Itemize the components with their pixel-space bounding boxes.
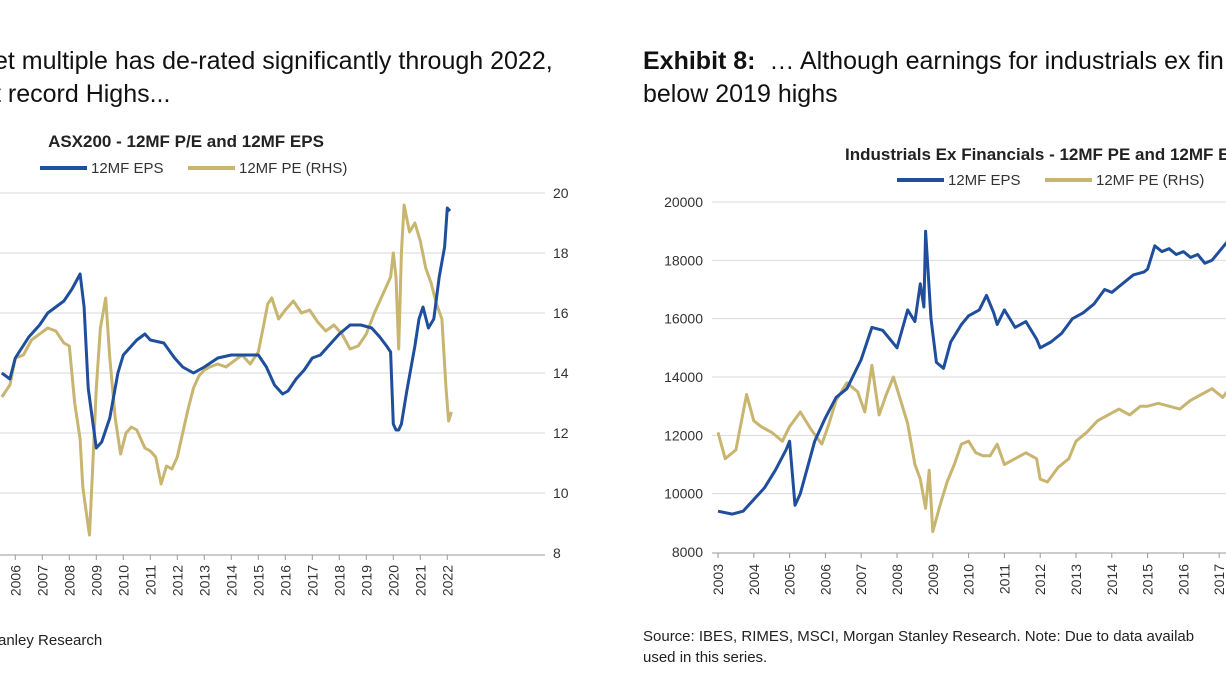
left-source-note: anley Research — [0, 632, 103, 649]
right-y-tick-label: 14000 — [664, 369, 703, 385]
left-x-tick-label: 2008 — [61, 565, 77, 596]
right-y-tick-label: 20000 — [664, 194, 703, 210]
left-x-tick-label: 2016 — [277, 565, 293, 596]
left-x-tick-label: 2011 — [142, 565, 158, 595]
right-x-tick-label: 2010 — [961, 564, 977, 595]
left-x-tick-label: 2021 — [412, 565, 428, 596]
right-x-tick-label: 2012 — [1032, 564, 1048, 595]
left-x-tick-label: 2007 — [34, 565, 50, 596]
exhibit-label: Exhibit 8: — [643, 47, 756, 75]
left-x-tick-label: 2006 — [7, 565, 23, 596]
right-pe-series-line — [716, 363, 1226, 534]
left-legend-eps-label: 12MF EPS — [91, 160, 164, 177]
right-x-tick-label: 2004 — [746, 564, 762, 595]
left-x-tick-label: 2018 — [331, 565, 347, 596]
right-x-tick-label: 2006 — [817, 564, 833, 595]
right-x-tick-label: 2013 — [1068, 564, 1084, 595]
right-y-tick-label: 16000 — [664, 311, 703, 327]
right-x-tick-label: 2008 — [889, 564, 905, 595]
right-legend-eps-label: 12MF EPS — [948, 172, 1021, 189]
right-legend-pe-label: 12MF PE (RHS) — [1096, 172, 1204, 189]
right-eps-series-line — [717, 229, 1226, 516]
left-x-tick-label: 2009 — [88, 565, 104, 596]
left-x-tick-label: 2013 — [196, 565, 212, 596]
left-header-line-2: t record Highs... — [0, 80, 171, 108]
left-pe-series-line — [0, 203, 453, 537]
left-eps-series-line — [0, 206, 452, 450]
right-y-tick-label: 10000 — [664, 486, 703, 502]
right-y-tick-label: 8000 — [672, 544, 703, 560]
right-x-tick-label: 2011 — [996, 564, 1012, 594]
left-y2-tick-label: 14 — [553, 365, 569, 381]
right-y-tick-label: 12000 — [664, 427, 703, 443]
right-header-text: … Although earnings for industrials ex f… — [769, 47, 1224, 75]
right-header-line-1: Exhibit 8: … Although earnings for indus… — [643, 45, 1224, 78]
right-x-tick-label: 2007 — [853, 564, 869, 595]
left-header-line-1: et multiple has de-rated significantly t… — [0, 47, 553, 75]
right-x-tick-label: 2009 — [925, 564, 941, 595]
left-x-tick-label: 2019 — [358, 565, 374, 596]
right-source-note-line-2: used in this series. — [643, 649, 768, 666]
left-y2-tick-label: 16 — [553, 305, 569, 321]
right-y-tick-label: 18000 — [664, 252, 703, 268]
right-x-tick-label: 2017 — [1211, 564, 1226, 595]
left-y2-tick-label: 12 — [553, 425, 569, 441]
left-x-tick-label: 2015 — [250, 565, 266, 596]
left-x-tick-label: 2014 — [223, 565, 239, 596]
right-chart-title: Industrials Ex Financials - 12MF PE and … — [845, 145, 1226, 164]
left-y2-tick-label: 20 — [553, 185, 569, 201]
left-x-tick-label: 2017 — [304, 565, 320, 596]
left-legend-pe-label: 12MF PE (RHS) — [239, 160, 347, 177]
left-x-tick-label: 2022 — [439, 565, 455, 596]
right-source-note-line-1: Source: IBES, RIMES, MSCI, Morgan Stanle… — [643, 628, 1195, 645]
left-x-tick-label: 2012 — [169, 565, 185, 596]
left-y2-tick-label: 8 — [553, 545, 561, 561]
right-x-tick-label: 2014 — [1104, 564, 1120, 595]
right-x-tick-label: 2003 — [710, 564, 726, 595]
right-x-tick-label: 2005 — [782, 564, 798, 595]
left-x-tick-label: 2010 — [115, 565, 131, 596]
left-chart-title: ASX200 - 12MF P/E and 12MF EPS — [48, 132, 324, 151]
left-y2-tick-label: 10 — [553, 485, 569, 501]
right-x-tick-label: 2016 — [1175, 564, 1191, 595]
right-header-line-2: below 2019 highs — [643, 80, 838, 108]
right-x-tick-label: 2015 — [1140, 564, 1156, 595]
left-y2-tick-label: 18 — [553, 245, 569, 261]
left-x-tick-label: 2020 — [385, 565, 401, 596]
